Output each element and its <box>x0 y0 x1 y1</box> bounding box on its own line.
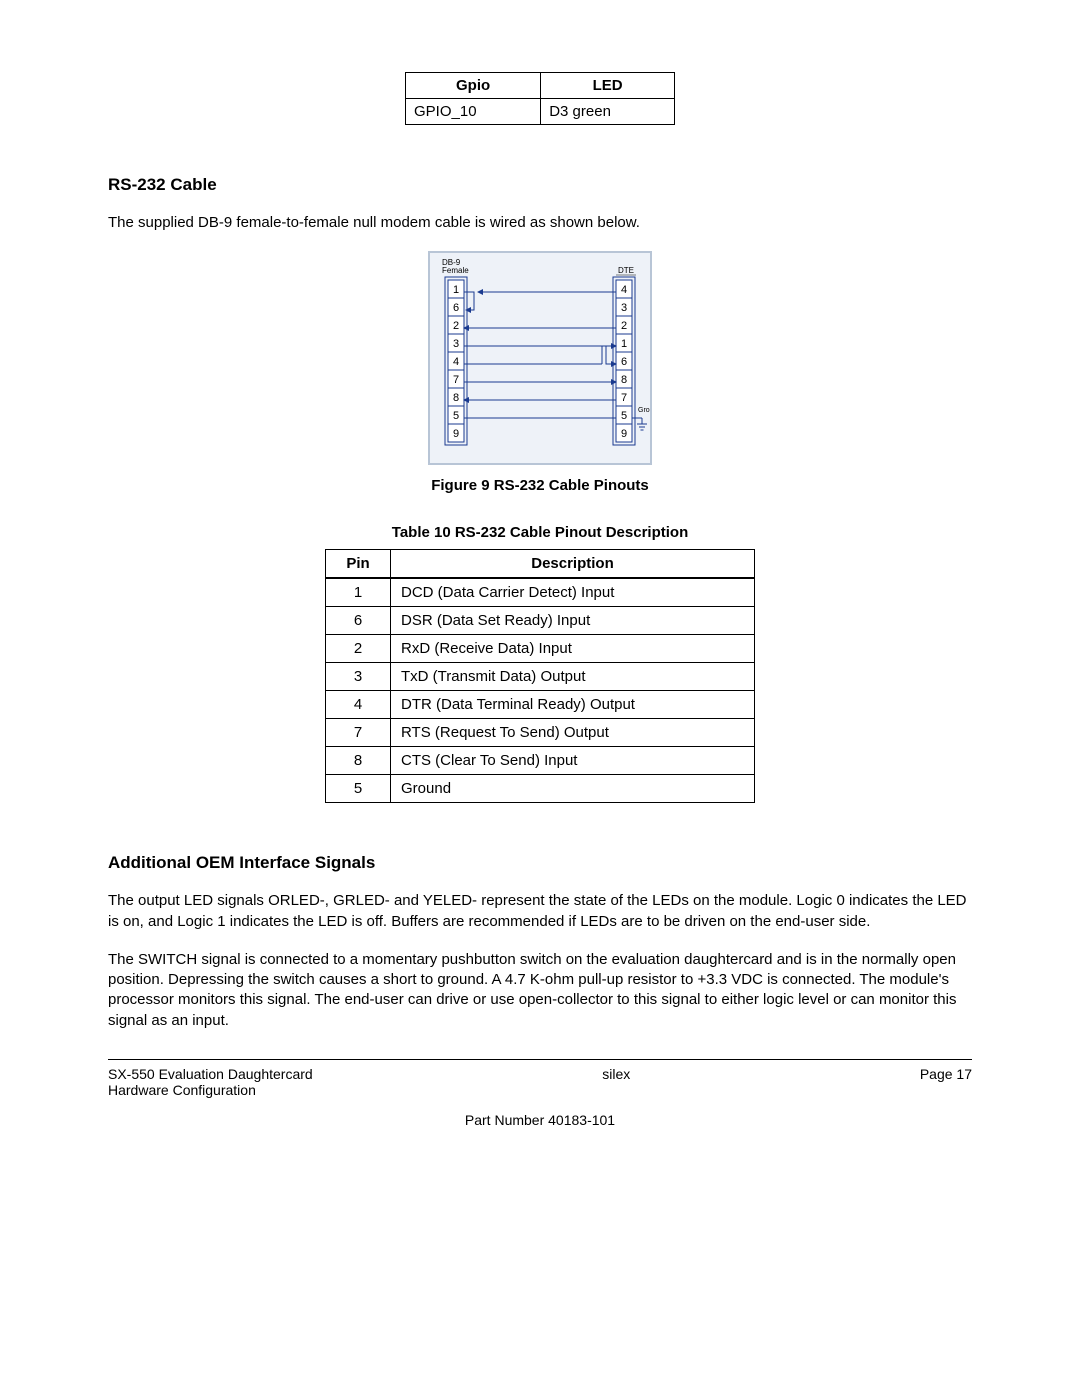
table-row: 5Ground <box>326 775 755 803</box>
svg-text:9: 9 <box>621 428 627 440</box>
gpio-cell: GPIO_10 <box>406 99 541 125</box>
pin-cell: 2 <box>326 635 391 663</box>
rs232-heading: RS-232 Cable <box>108 175 972 195</box>
oem-heading: Additional OEM Interface Signals <box>108 853 972 873</box>
table-caption: Table 10 RS-232 Cable Pinout Description <box>108 524 972 541</box>
desc-cell: Ground <box>391 775 755 803</box>
svg-text:4: 4 <box>621 284 627 296</box>
footer-line2: Hardware Configuration <box>108 1082 256 1098</box>
table-row: 7RTS (Request To Send) Output <box>326 719 755 747</box>
gpio-header-gpio: Gpio <box>406 73 541 99</box>
pin-cell: 8 <box>326 747 391 775</box>
page-footer: SX-550 Evaluation Daughtercard Hardware … <box>108 1066 972 1128</box>
desc-cell: DCD (Data Carrier Detect) Input <box>391 578 755 607</box>
footer-left: SX-550 Evaluation Daughtercard Hardware … <box>108 1066 313 1098</box>
pinout-table: Pin Description 1DCD (Data Carrier Detec… <box>325 549 755 803</box>
pinout-header-pin: Pin <box>326 550 391 579</box>
footer-rule <box>108 1059 972 1060</box>
svg-text:7: 7 <box>453 374 459 386</box>
svg-text:8: 8 <box>621 374 627 386</box>
svg-text:1: 1 <box>621 338 627 350</box>
table-row: 8CTS (Clear To Send) Input <box>326 747 755 775</box>
svg-text:Female: Female <box>442 266 469 275</box>
footer-partnum: Part Number 40183-101 <box>108 1112 972 1128</box>
svg-text:2: 2 <box>453 320 459 332</box>
svg-text:7: 7 <box>621 392 627 404</box>
desc-cell: DTR (Data Terminal Ready) Output <box>391 691 755 719</box>
table-row: 4DTR (Data Terminal Ready) Output <box>326 691 755 719</box>
table-row: 1DCD (Data Carrier Detect) Input <box>326 578 755 607</box>
table-row: 2RxD (Receive Data) Input <box>326 635 755 663</box>
svg-text:3: 3 <box>453 338 459 350</box>
svg-text:5: 5 <box>453 410 459 422</box>
pin-cell: 1 <box>326 578 391 607</box>
footer-center-brand: silex <box>602 1066 630 1098</box>
svg-text:4: 4 <box>453 356 459 368</box>
footer-line1: SX-550 Evaluation Daughtercard <box>108 1066 313 1082</box>
svg-text:8: 8 <box>453 392 459 404</box>
pin-cell: 7 <box>326 719 391 747</box>
table-row: 6DSR (Data Set Ready) Input <box>326 607 755 635</box>
desc-cell: DSR (Data Set Ready) Input <box>391 607 755 635</box>
svg-text:DTE: DTE <box>618 266 634 275</box>
desc-cell: CTS (Clear To Send) Input <box>391 747 755 775</box>
table-row: GPIO_10 D3 green <box>406 99 675 125</box>
pinout-header-desc: Description <box>391 550 755 579</box>
figure-caption: Figure 9 RS-232 Cable Pinouts <box>108 477 972 494</box>
desc-cell: RTS (Request To Send) Output <box>391 719 755 747</box>
pin-cell: 3 <box>326 663 391 691</box>
oem-p2: The SWITCH signal is connected to a mome… <box>108 950 972 1031</box>
footer-page-number: Page 17 <box>920 1066 972 1098</box>
pin-cell: 5 <box>326 775 391 803</box>
svg-text:5: 5 <box>621 410 627 422</box>
svg-text:9: 9 <box>453 428 459 440</box>
pin-cell: 4 <box>326 691 391 719</box>
gpio-led-table: Gpio LED GPIO_10 D3 green <box>405 72 675 125</box>
rs232-intro: The supplied DB-9 female-to-female null … <box>108 213 972 233</box>
page: Gpio LED GPIO_10 D3 green RS-232 Cable T… <box>0 0 1080 1168</box>
pin-cell: 6 <box>326 607 391 635</box>
svg-text:3: 3 <box>621 302 627 314</box>
table-row: 3TxD (Transmit Data) Output <box>326 663 755 691</box>
gpio-header-led: LED <box>541 73 675 99</box>
oem-p1: The output LED signals ORLED-, GRLED- an… <box>108 891 972 932</box>
svg-text:1: 1 <box>453 284 459 296</box>
svg-text:2: 2 <box>621 320 627 332</box>
desc-cell: RxD (Receive Data) Input <box>391 635 755 663</box>
led-cell: D3 green <box>541 99 675 125</box>
svg-text:6: 6 <box>621 356 627 368</box>
rs232-cable-diagram: DB-9FemaleDTE146322314678875599Grounc <box>428 251 652 465</box>
desc-cell: TxD (Transmit Data) Output <box>391 663 755 691</box>
svg-text:Grounc: Grounc <box>638 407 652 414</box>
svg-text:6: 6 <box>453 302 459 314</box>
